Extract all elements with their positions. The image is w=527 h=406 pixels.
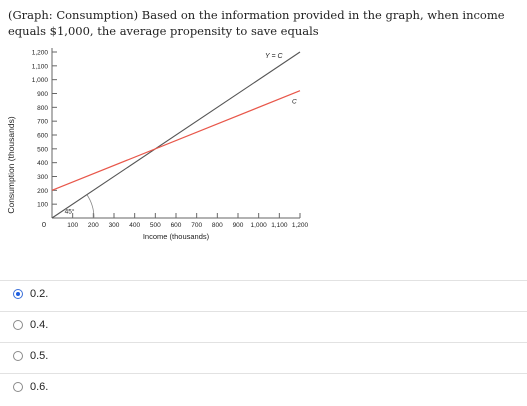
x-tick-label-2: 200 xyxy=(88,222,99,229)
x-tick-label-12: 1,200 xyxy=(292,222,309,229)
answer-options: 0.2. 0.4. 0.5. 0.6. xyxy=(0,280,527,404)
option-1-label[interactable]: 0.2. xyxy=(30,288,49,300)
y-tick-label-1: 100 xyxy=(37,202,48,209)
y-tick-label-9: 900 xyxy=(37,91,48,98)
y-tick-label-4: 400 xyxy=(37,160,48,167)
question-text: (Graph: Consumption) Based on the inform… xyxy=(8,8,505,38)
option-1[interactable]: 0.2. xyxy=(0,280,527,311)
y-tick-label-11: 1,100 xyxy=(32,63,49,70)
y-tick-label-5: 500 xyxy=(37,146,48,153)
y-tick-label-7: 700 xyxy=(37,119,48,126)
x-tick-label-8: 800 xyxy=(212,222,223,229)
consumption-function-line xyxy=(51,90,301,191)
income-equals-consumption-line xyxy=(51,51,301,219)
option-2-label[interactable]: 0.4. xyxy=(30,319,49,331)
angle-label: 45° xyxy=(65,207,75,215)
y-tick-label-12: 1,200 xyxy=(32,50,49,57)
x-tick-label-11: 1,100 xyxy=(271,222,288,229)
line-label-y-equals-c: Y = C xyxy=(265,53,284,60)
origin-label: 0 xyxy=(42,220,46,229)
x-tick-label-4: 400 xyxy=(129,222,140,229)
consumption-chart: Consumption (thousands) 100 200 300 400 500 6… xyxy=(0,40,527,260)
x-tick-label-10: 1,000 xyxy=(251,222,268,229)
angle-arc xyxy=(86,194,95,219)
option-4[interactable]: 0.6. xyxy=(0,373,527,404)
y-tick-label-10: 1,000 xyxy=(32,77,49,84)
option-1-radio[interactable] xyxy=(13,289,23,299)
y-tick-label-6: 600 xyxy=(37,133,48,140)
x-tick-label-3: 300 xyxy=(109,222,120,229)
x-tick-label-7: 700 xyxy=(191,222,202,229)
option-3[interactable]: 0.5. xyxy=(0,342,527,373)
x-tick-label-6: 600 xyxy=(171,222,182,229)
line-label-c: C xyxy=(292,99,297,106)
y-tick-label-2: 200 xyxy=(37,188,48,195)
x-tick-label-5: 500 xyxy=(150,222,161,229)
option-2-radio[interactable] xyxy=(13,320,23,330)
option-4-radio[interactable] xyxy=(13,382,23,392)
y-axis-title: Consumption (thousands) xyxy=(6,116,16,214)
chart-svg: 1002003004005006007008009001,0001,1001,2… xyxy=(32,48,309,241)
y-axis-title-box: Consumption (thousands) xyxy=(4,100,18,230)
x-axis-title: Income (thousands) xyxy=(143,232,210,241)
option-3-radio[interactable] xyxy=(13,351,23,361)
option-2[interactable]: 0.4. xyxy=(0,311,527,342)
x-tick-label-1: 100 xyxy=(67,222,78,229)
y-tick-label-8: 800 xyxy=(37,105,48,112)
option-3-label[interactable]: 0.5. xyxy=(30,350,49,362)
y-tick-label-3: 300 xyxy=(37,174,48,181)
option-4-label[interactable]: 0.6. xyxy=(30,381,49,393)
x-tick-label-9: 900 xyxy=(233,222,244,229)
